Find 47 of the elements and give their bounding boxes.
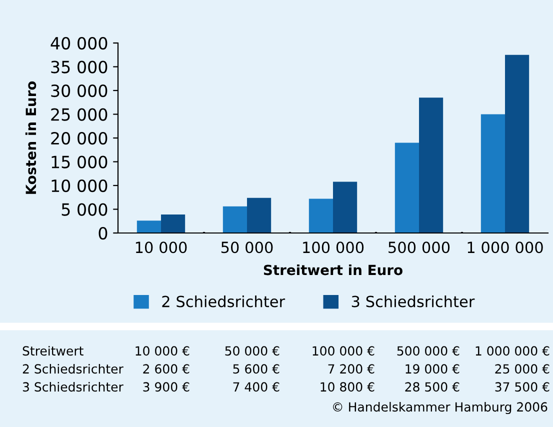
bar	[505, 54, 530, 233]
text: 500 000 €	[397, 346, 460, 356]
y-tick-label: 20 000	[51, 132, 108, 145]
x-tick-label: 500 000	[388, 242, 450, 254]
y-tick-label: 15 000	[52, 156, 108, 168]
y-tick-label: 10 000	[52, 179, 108, 192]
text: 1 000 000 €	[476, 346, 550, 356]
bar	[333, 182, 358, 233]
y-axis-title: Kosten in Euro	[25, 81, 36, 194]
data-label: 19 000 €	[406, 364, 460, 374]
data-label: 7 400 €	[233, 382, 280, 392]
bar	[480, 114, 505, 233]
text: 2 Schiedsrichter	[22, 364, 124, 374]
bar	[136, 220, 161, 233]
text: 50 000 €	[225, 346, 280, 356]
text: 100 000 €	[312, 346, 374, 356]
y-tick-label: 25 000	[51, 108, 108, 121]
data-label: 37 500 €	[495, 382, 550, 392]
data-label: 10 800 €	[320, 382, 374, 392]
legend-label: 2 Schiedsrichter	[162, 295, 286, 308]
data-label: 5 600 €	[233, 364, 280, 374]
y-tick-label: 30 000	[51, 84, 108, 98]
bar	[247, 198, 272, 233]
data-label: 7 200 €	[328, 364, 374, 374]
bar	[161, 214, 186, 233]
bar	[308, 198, 333, 233]
data-label: 3 900 €	[143, 382, 190, 392]
y-tick-label: 0	[98, 226, 108, 240]
x-tick-label: 10 000	[136, 242, 187, 254]
x-axis-title: Streitwert in Euro	[264, 264, 402, 276]
text: 3 Schiedsrichter	[22, 382, 124, 392]
x-tick-label: 50 000	[221, 242, 273, 254]
y-tick-label: 35 000	[51, 60, 108, 74]
data-label: 28 500 €	[405, 382, 460, 392]
text: Streitwert	[22, 346, 84, 356]
x-tick-label: 100 000	[303, 242, 364, 254]
bar	[222, 206, 247, 233]
x-tick-label: 1 000 000	[468, 242, 543, 254]
bar	[394, 142, 419, 233]
legend-label: 3 Schiedsrichter	[352, 295, 475, 308]
text: 10 000 €	[136, 346, 190, 356]
bar	[419, 98, 444, 233]
data-label: 25 000 €	[495, 364, 550, 374]
y-tick-label: 40 000	[50, 36, 108, 50]
data-label: 2 600 €	[143, 364, 190, 374]
y-tick-label: 5 000	[62, 203, 108, 216]
text: © Handelskammer Hamburg 2006	[333, 402, 548, 414]
